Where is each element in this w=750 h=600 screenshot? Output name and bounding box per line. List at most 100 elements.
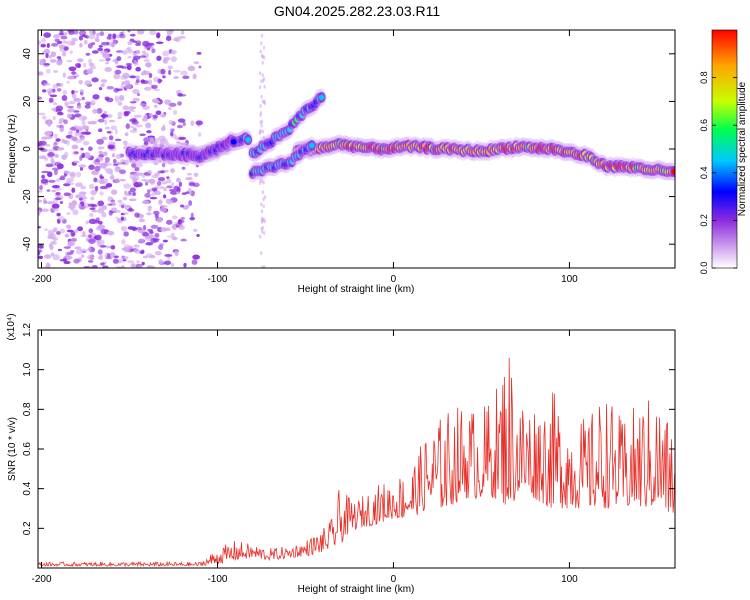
heatmap-noise-blob bbox=[142, 224, 147, 231]
heatmap-noise-blob bbox=[145, 242, 154, 246]
heatmap-noise-blob bbox=[160, 126, 166, 132]
heatmap-noise-blob bbox=[124, 132, 129, 137]
heatmap-noise-blob bbox=[115, 153, 122, 160]
colorbar-ticks: 0.0 0.2 0.4 0.6 0.8 bbox=[699, 71, 737, 274]
heatmap-noise-blob bbox=[190, 120, 195, 127]
heatmap-noise-blob bbox=[87, 234, 92, 239]
heatmap-noise-blob bbox=[55, 192, 61, 196]
heatmap-noise-blob bbox=[173, 185, 180, 192]
heatmap-noise-blob bbox=[91, 77, 99, 83]
heatmap-noise-blob bbox=[142, 40, 150, 47]
heatmap-noise-blob bbox=[143, 137, 151, 143]
heatmap-noise-blob bbox=[135, 79, 140, 83]
heatmap-noise-blob bbox=[50, 241, 57, 245]
heatmap-noise-blob bbox=[47, 152, 55, 157]
heatmap-noise-blob bbox=[50, 51, 57, 58]
heatmap-noise-blob bbox=[134, 124, 143, 128]
heatmap-streak-blob bbox=[261, 73, 264, 78]
heatmap-noise-blob bbox=[98, 150, 104, 155]
heatmap-noise-blob bbox=[156, 55, 162, 61]
heatmap-noise-blob bbox=[96, 32, 100, 38]
heatmap-noise-blob bbox=[61, 138, 66, 144]
heatmap-noise-blob bbox=[50, 157, 55, 163]
heatmap-noise-blob bbox=[134, 248, 141, 254]
heatmap-noise-blob bbox=[160, 227, 167, 232]
heatmap-noise-blob bbox=[38, 190, 43, 193]
heatmap-noise-blob bbox=[39, 185, 44, 191]
heatmap-noise-blob bbox=[71, 71, 76, 75]
heatmap-noise-blob bbox=[164, 140, 169, 146]
heatmap-noise-blob bbox=[57, 248, 63, 252]
heatmap-noise-blob bbox=[192, 73, 197, 80]
heatmap-noise-blob bbox=[78, 164, 87, 168]
heatmap-noise-blob bbox=[163, 194, 167, 199]
heatmap-noise-blob bbox=[158, 185, 165, 190]
heatmap-noise-blob bbox=[87, 254, 95, 260]
heatmap-noise-blob bbox=[129, 101, 137, 104]
heatmap-noise-blob bbox=[132, 192, 136, 197]
heatmap-noise-blob bbox=[46, 43, 50, 48]
spectrogram-y-tick-label: -20 bbox=[22, 189, 33, 204]
heatmap-noise-blob bbox=[193, 61, 200, 65]
heatmap-noise-blob bbox=[147, 205, 152, 209]
heatmap-noise-blob bbox=[146, 212, 152, 216]
heatmap-noise-blob bbox=[120, 159, 125, 163]
heatmap-noise-blob bbox=[47, 229, 55, 235]
heatmap-noise-blob bbox=[132, 97, 140, 102]
heatmap-noise-blob bbox=[88, 238, 96, 244]
heatmap-noise-blob bbox=[97, 47, 104, 52]
heatmap-noise-blob bbox=[110, 245, 116, 250]
heatmap-noise-blob bbox=[135, 66, 141, 72]
heatmap-noise-blob bbox=[96, 138, 105, 145]
heatmap-noise-blob bbox=[182, 121, 186, 127]
heatmap-noise-blob bbox=[59, 200, 64, 204]
snr-y-tick-label: 0.8 bbox=[22, 402, 33, 416]
heatmap-noise-blob bbox=[170, 262, 175, 267]
heatmap-noise-blob bbox=[173, 109, 178, 115]
heatmap-noise-blob bbox=[38, 226, 42, 229]
heatmap-noise-blob bbox=[147, 169, 152, 174]
heatmap-noise-blob bbox=[89, 213, 94, 218]
heatmap-noise-blob bbox=[73, 258, 80, 264]
heatmap-noise-blob bbox=[38, 249, 43, 253]
heatmap-noise-blob bbox=[90, 196, 95, 201]
heatmap-noise-blob bbox=[93, 236, 98, 240]
heatmap-streak-blob bbox=[259, 103, 262, 108]
heatmap-noise-blob bbox=[65, 254, 72, 260]
heatmap-noise-blob bbox=[173, 76, 179, 80]
heatmap-noise-blob bbox=[168, 107, 172, 110]
heatmap-noise-blob bbox=[58, 216, 65, 222]
heatmap-noise-blob bbox=[67, 240, 73, 247]
heatmap-noise-blob bbox=[54, 187, 62, 191]
heatmap-noise-blob bbox=[44, 144, 51, 147]
heatmap-noise-blob bbox=[162, 75, 166, 79]
heatmap-noise-blob bbox=[55, 105, 64, 111]
heatmap-streak-blob bbox=[260, 79, 263, 84]
heatmap-noise-blob bbox=[90, 189, 97, 196]
heatmap-noise-blob bbox=[129, 33, 136, 37]
heatmap-noise-blob bbox=[71, 37, 78, 42]
heatmap-noise-blob bbox=[129, 160, 138, 164]
heatmap-noise-blob bbox=[171, 236, 178, 241]
heatmap-noise-blob bbox=[66, 180, 71, 184]
heatmap-noise-blob bbox=[152, 238, 160, 243]
snr-x-tick-label: -200 bbox=[32, 574, 52, 585]
heatmap-noise-blob bbox=[139, 103, 146, 106]
snr-x-tick-label: 0 bbox=[391, 574, 397, 585]
heatmap-streak-blob bbox=[260, 33, 264, 38]
heatmap-noise-blob bbox=[75, 194, 83, 199]
heatmap-noise-blob bbox=[120, 216, 125, 221]
heatmap-noise-blob bbox=[52, 254, 60, 261]
heatmap-noise-blob bbox=[77, 58, 84, 63]
heatmap-noise-blob bbox=[180, 217, 186, 220]
heatmap-noise-blob bbox=[71, 200, 78, 207]
heatmap-noise-blob bbox=[164, 253, 173, 257]
heatmap-noise-blob bbox=[88, 164, 95, 170]
heatmap-noise-blob bbox=[166, 30, 173, 35]
heatmap-noise-blob bbox=[133, 244, 140, 248]
heatmap-noise-blob bbox=[145, 122, 152, 129]
heatmap-noise-blob bbox=[189, 216, 196, 221]
heatmap-noise-blob bbox=[161, 162, 166, 168]
heatmap-noise-blob bbox=[73, 160, 80, 164]
